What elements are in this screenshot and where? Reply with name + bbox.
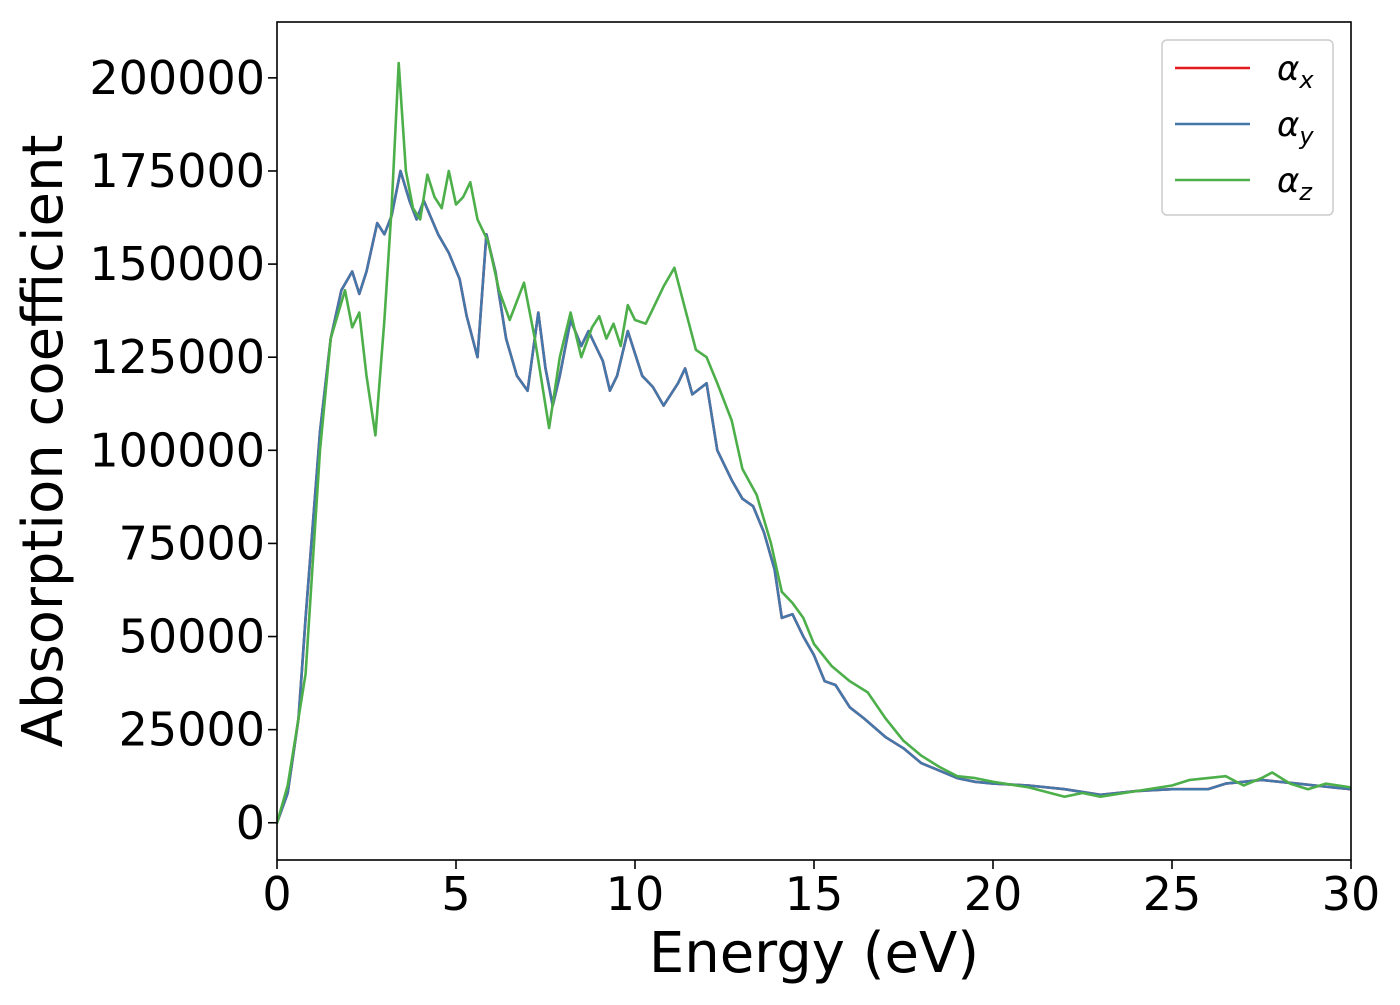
x-tick-label: 25 [1143,867,1202,921]
y-tick-label: 150000 [89,237,265,291]
legend-box [1161,39,1334,216]
y-tick-label: 0 [236,796,265,850]
x-tick-label: 15 [785,867,844,921]
x-tick-label: 20 [964,867,1023,921]
legend: αx αy αz [1161,39,1334,216]
y-axis-title: Absorption coefficient [11,135,76,748]
y-tick-label: 75000 [119,516,265,570]
y-tick-label: 50000 [119,610,265,664]
legend-label-z: αz [1277,161,1313,206]
legend-label-x: αx [1277,49,1314,94]
y-tick-label: 100000 [89,423,265,477]
y-tick-label: 175000 [89,144,265,198]
series-line-z [277,61,1351,825]
y-tick-label: 25000 [119,703,265,757]
x-tick-label: 10 [606,867,665,921]
x-tick-label: 5 [441,867,470,921]
x-tick-label: 0 [262,867,291,921]
y-tick-label: 200000 [89,51,265,105]
x-axis-title: Energy (eV) [649,921,979,986]
legend-label-y: αy [1277,105,1314,150]
x-tick-label: 30 [1322,867,1381,921]
x-axis: 0 5 10 15 20 25 30 [262,860,1380,921]
y-axis: 0 25000 50000 75000 100000 125000 150000 175000… [89,51,277,850]
series-layer [277,61,1351,825]
y-tick-label: 125000 [89,330,265,384]
